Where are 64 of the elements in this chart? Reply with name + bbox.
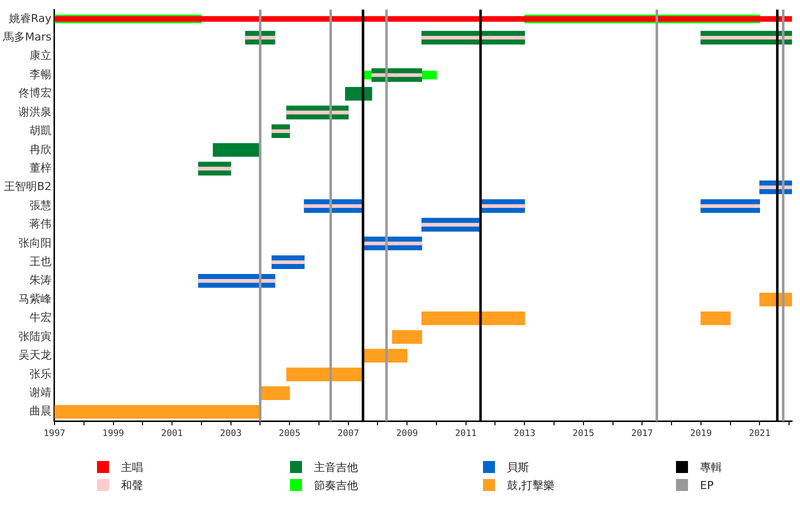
bar (54, 16, 792, 22)
x-tick-label: 2009 (396, 428, 418, 439)
y-tick-label: 蒋伟 (29, 218, 52, 231)
y-tick-label: 冉欣 (29, 142, 52, 156)
bar (212, 143, 260, 157)
bar (272, 260, 305, 264)
legend-label: 貝斯 (507, 460, 529, 474)
x-tick-label: 2011 (455, 428, 477, 439)
x-tick-label: 2005 (278, 428, 300, 439)
bar (304, 204, 364, 208)
bar (421, 222, 481, 227)
legend-label: 和聲 (121, 478, 143, 492)
y-tick-label: 李暢 (29, 68, 52, 81)
x-tick-label: 2013 (514, 428, 536, 439)
legend-label: 主唱 (121, 460, 143, 474)
bar (198, 279, 276, 283)
legend-label: 主音吉他 (314, 460, 358, 474)
bar (286, 368, 364, 382)
bar (260, 386, 290, 400)
bar (700, 204, 760, 208)
legend-label: 專輯 (700, 460, 722, 474)
y-tick-label: 董梓 (29, 161, 52, 174)
y-tick-label: 张陆寅 (18, 330, 52, 343)
y-tick-label: 曲晨 (29, 404, 52, 418)
x-tick-label: 2003 (220, 428, 242, 439)
x-tick-label: 1999 (102, 428, 124, 439)
bar (54, 405, 260, 419)
x-tick-label: 2007 (337, 428, 360, 439)
bar (371, 73, 422, 77)
y-tick-label: 馬多Mars (2, 30, 52, 44)
legend-label: 節奏吉他 (314, 478, 358, 492)
bar (392, 330, 422, 344)
y-tick-label: 康立 (29, 49, 52, 62)
y-tick-label: 谢靖 (29, 386, 52, 399)
legend-label: EP (700, 478, 714, 492)
bar (700, 36, 792, 40)
y-tick-label: 王也 (29, 255, 52, 268)
y-tick-label: 王智明B2 (4, 180, 52, 194)
bar (272, 129, 290, 134)
bar (700, 311, 731, 326)
bar (362, 242, 422, 246)
y-tick-label: 張慧 (29, 198, 52, 212)
y-tick-label: 张乐 (29, 367, 52, 380)
x-tick-label: 1997 (44, 428, 66, 439)
bar (286, 110, 349, 114)
x-tick-label: 2021 (748, 428, 771, 439)
bar (421, 311, 525, 326)
x-tick-label: 2019 (690, 428, 712, 439)
y-tick-label: 朱涛 (29, 274, 52, 287)
y-tick-label: 胡凱 (29, 124, 52, 138)
legend-label: 鼓,打擊樂 (507, 478, 554, 492)
y-tick-label: 谢洪泉 (18, 105, 52, 118)
bar (480, 204, 525, 208)
y-tick-label: 吴天龙 (18, 348, 52, 362)
y-tick-label: 张向阳 (18, 236, 52, 250)
bar (198, 166, 232, 170)
x-tick-label: 2001 (161, 428, 183, 439)
x-tick-label: 2015 (572, 428, 594, 439)
y-tick-label: 牛宏 (29, 311, 52, 324)
bar (421, 36, 525, 40)
y-tick-label: 马紫峰 (18, 292, 52, 306)
x-tick-label: 2017 (631, 428, 653, 439)
y-tick-label: 佟博宏 (18, 86, 52, 100)
y-tick-label: 姚睿Ray (8, 12, 52, 25)
